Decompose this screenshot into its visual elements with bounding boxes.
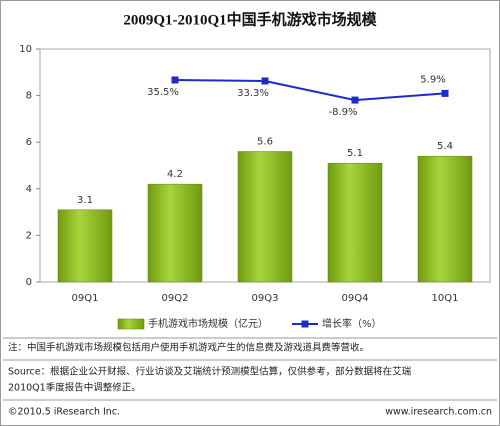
- data-label: 5.1: [347, 148, 363, 159]
- footer-left: ©2010.5 iResearch Inc.: [8, 407, 120, 418]
- data-label: 35.5%: [147, 87, 179, 98]
- x-tick-label: 09Q4: [342, 293, 369, 304]
- source: 2010Q1季度报告中调整修正。: [8, 382, 141, 394]
- data-label: 4.2: [167, 169, 183, 180]
- y-tick-label: 8: [26, 91, 32, 102]
- line-marker: [261, 77, 269, 85]
- line-marker: [351, 96, 359, 104]
- bar: [237, 151, 293, 283]
- line: [174, 78, 446, 102]
- legend-swatch: [301, 320, 309, 328]
- data-label: -8.9%: [328, 107, 357, 118]
- x-tick-label: 09Q3: [252, 293, 279, 304]
- chart-title: 2009Q1-2010Q1中国手机游戏市场规模: [123, 10, 377, 28]
- y-tick-label: 2: [26, 230, 32, 241]
- bar: [147, 183, 203, 283]
- bar: [417, 155, 473, 283]
- bar: [327, 162, 383, 283]
- source: Source：根据企业公开财报、行业访谈及艾瑞统计预测模型估算，仅供参考，部分数…: [8, 366, 412, 378]
- x-tick-label: 09Q1: [72, 293, 99, 304]
- bar: [57, 209, 113, 283]
- legend-swatch: [117, 318, 145, 330]
- legend-label: 增长率（%）: [322, 317, 382, 330]
- y-tick-label: 10: [19, 44, 32, 55]
- line-marker: [171, 76, 179, 84]
- footer-right: www.iresearch.com.cn: [385, 407, 492, 418]
- x-tick-label: 09Q2: [162, 293, 189, 304]
- legend-label: 手机游戏市场规模（亿元）: [148, 317, 268, 330]
- data-label: 33.3%: [237, 88, 269, 99]
- y-tick-label: 4: [26, 184, 32, 195]
- y-tick-label: 6: [26, 137, 32, 148]
- y-tick-label: 0: [26, 277, 32, 288]
- note: 注：中国手机游戏市场规模包括用户使用手机游戏产生的信息费及游戏道具费等营收。: [8, 342, 369, 354]
- data-label: 3.1: [77, 195, 93, 206]
- data-label: 5.6: [257, 137, 273, 148]
- data-label: 5.9%: [420, 74, 445, 85]
- line-marker: [441, 89, 449, 97]
- data-label: 5.4: [437, 141, 453, 152]
- x-tick-label: 10Q1: [432, 293, 459, 304]
